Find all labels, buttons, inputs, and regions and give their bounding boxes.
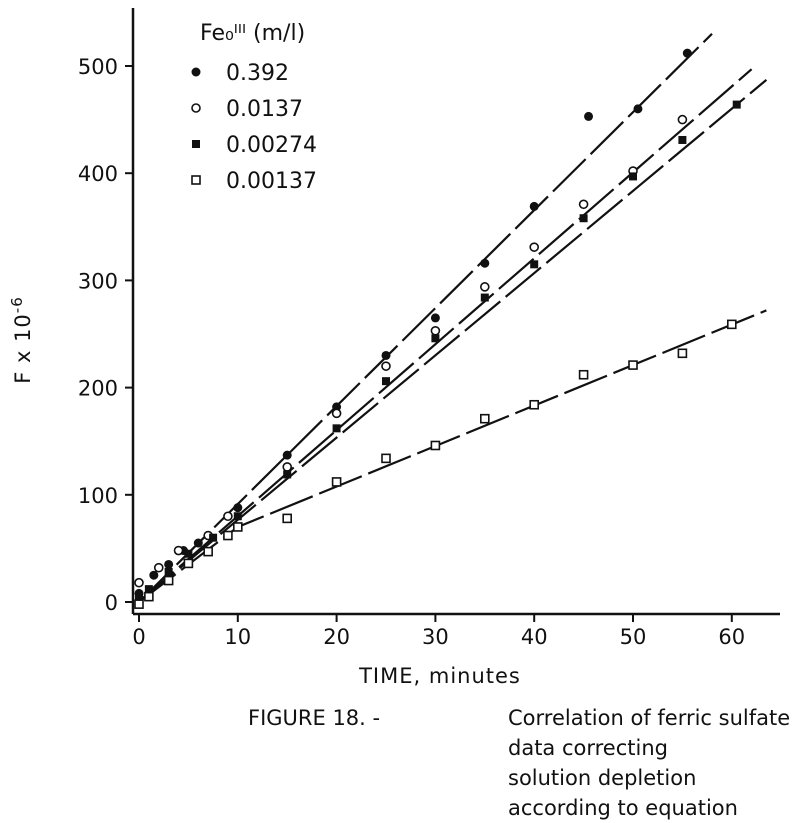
legend: Fe₀ᴵᴵᴵ (m/l) 0.392 0.0137 0.00274 0.00137: [191, 21, 317, 194]
caption-line-1: Correlation of ferric sulfate data corre…: [508, 706, 791, 760]
data-point: [381, 361, 391, 371]
data-point: [529, 201, 539, 211]
legend-marker: [192, 140, 200, 148]
data-point: [584, 111, 594, 121]
x-tick-label: 10: [224, 625, 251, 649]
data-point: [283, 470, 292, 479]
data-point: [726, 319, 737, 330]
data-point: [381, 350, 391, 360]
data-point: [135, 592, 143, 601]
legend-marker: [191, 67, 201, 77]
data-point: [629, 172, 637, 181]
data-point: [209, 533, 218, 542]
data-point: [184, 549, 193, 558]
data-point: [332, 424, 341, 433]
data-point: [282, 450, 292, 460]
data-point: [134, 599, 144, 609]
data-point: [233, 503, 243, 513]
data-point: [430, 440, 441, 451]
data-point: [164, 567, 173, 576]
data-point: [223, 530, 233, 541]
data-point: [529, 399, 540, 410]
y-tick-label: 500: [78, 55, 118, 79]
legend-label: 0.0137: [226, 97, 303, 122]
x-tick-label: 50: [620, 625, 647, 649]
legend-marker: [191, 103, 201, 113]
axis-ticks: 0 10 20 30 40 50 60 0 100 200 300 400 500: [78, 55, 745, 649]
data-point: [331, 477, 342, 487]
data-point: [193, 538, 203, 548]
legend-title: Fe₀ᴵᴵᴵ (m/l): [200, 21, 305, 46]
data-point: [173, 545, 184, 556]
y-tick-label: 0: [105, 591, 118, 615]
data-point: [678, 135, 687, 144]
data-point: [578, 199, 589, 210]
data-point: [183, 558, 194, 569]
caption-line-2: solution depletion according to equation: [508, 766, 738, 820]
legend-label: 0.00274: [226, 133, 317, 158]
data-point: [163, 575, 174, 586]
data-point: [282, 513, 293, 524]
caption-lead: FIGURE 18. -: [248, 706, 381, 730]
data-point: [153, 562, 164, 573]
y-tick-label: 300: [78, 269, 118, 293]
data-point: [430, 313, 440, 323]
data-point: [381, 453, 391, 464]
data-point: [479, 282, 490, 292]
data-point: [203, 546, 213, 557]
data-point: [732, 100, 741, 109]
data-point: [149, 570, 159, 580]
data-point: [144, 585, 153, 594]
data-point: [233, 522, 243, 532]
data-point: [677, 114, 688, 125]
data-point: [628, 360, 638, 370]
data-point: [164, 559, 174, 569]
data-point: [134, 577, 144, 588]
data-point: [144, 591, 154, 602]
x-tick-label: 20: [323, 625, 350, 649]
x-axis-title: TIME, minutes: [358, 664, 521, 688]
data-point: [233, 512, 242, 521]
data-markers: [134, 48, 741, 609]
chart-svg: 0 10 20 30 40 50 60 0 100 200 300 400 500 Fe₀ᴵᴵᴵ (m/…: [8, 8, 780, 688]
y-tick-label: 100: [78, 484, 118, 508]
x-tick-label: 30: [422, 625, 449, 649]
x-tick-label: 40: [521, 625, 548, 649]
legend-label: 0.392: [226, 61, 289, 86]
data-point: [431, 334, 440, 343]
data-point: [282, 462, 293, 472]
data-point: [430, 325, 441, 336]
data-point: [382, 377, 390, 386]
data-point: [480, 258, 490, 268]
y-axis-title-main: F x 10: [11, 313, 35, 384]
data-point: [682, 48, 692, 58]
figure-caption: FIGURE 18. - Correlation of ferric sulfa…: [248, 703, 795, 823]
data-point: [578, 369, 589, 380]
y-axis-title: F x 10-6: [8, 296, 35, 384]
legend-marker: [191, 175, 201, 185]
data-point: [529, 242, 540, 252]
data-point: [223, 511, 233, 522]
x-tick-label: 0: [132, 625, 145, 649]
y-axis-title-exponent: -6: [8, 296, 26, 313]
fit-line: [138, 309, 767, 603]
data-point: [479, 413, 490, 424]
y-tick-label: 200: [78, 377, 118, 401]
fit-line: [138, 79, 768, 603]
x-tick-label: 60: [718, 625, 745, 649]
data-point: [530, 260, 539, 269]
svg-text:F x 10-6: F x 10-6: [8, 296, 35, 384]
y-tick-label: 400: [78, 162, 118, 186]
data-point: [633, 104, 643, 114]
data-point: [677, 348, 688, 359]
data-point: [579, 214, 588, 223]
data-point: [331, 408, 342, 419]
data-point: [480, 293, 489, 302]
legend-label: 0.00137: [226, 169, 317, 194]
